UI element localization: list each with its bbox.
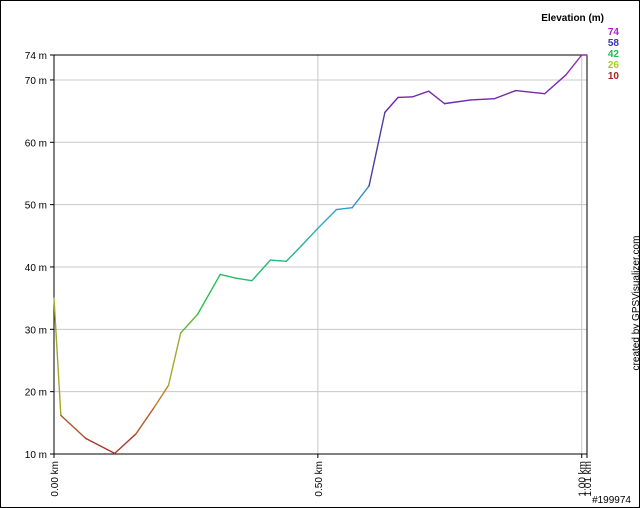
x-axis-ticks: 0.00 km 0.50 km 1.00 km1.01 km [50,454,594,497]
legend-entry: 74 [608,27,620,38]
elevation-segment [515,89,546,95]
x-tick-label: 0.50 km [314,461,325,497]
legend-entry: 10 [608,71,620,82]
x-tick-label: 0.00 km [50,461,61,497]
elevation-segment [565,54,583,76]
elevation-segment [493,89,517,100]
elevation-segment [397,96,414,99]
y-tick-label: 40 m [25,263,47,274]
y-tick-label: 74 m [25,51,47,62]
elevation-segment [167,332,182,387]
elevation-segment [179,313,199,334]
y-tick-label: 20 m [25,388,47,399]
elevation-segment [285,244,303,263]
watermark-text: #199974 [592,495,631,506]
plot-area-border [53,54,588,455]
elevation-segment [335,207,353,211]
elevation-segment [427,90,446,105]
legend-entry: 26 [608,60,620,71]
elevation-segment [544,74,567,95]
elevation-segment [235,277,253,282]
elevation-segment [84,437,116,455]
elevation-segment [135,406,155,435]
elevation-segment [60,414,87,440]
x-tick-label: 1.00 km [578,461,589,497]
elevation-segment [317,208,338,230]
x-tick-label: 1.01 km [583,461,594,497]
y-tick-label: 10 m [25,450,47,461]
elevation-segment [443,99,472,105]
y-tick-label: 50 m [25,201,47,212]
grid-layer [53,54,588,455]
y-tick-label: 60 m [25,138,47,149]
elevation-segment [219,273,237,279]
elevation-segment [153,384,170,408]
elevation-segment [470,97,496,101]
y-axis-ticks: 10 m 20 m 30 m 40 m 50 m 60 m 70 m 74 m [25,51,54,461]
elevation-segment [412,90,430,98]
elevation-segment [368,111,386,187]
elevation-segment [196,273,221,316]
y-tick-label: 30 m [25,325,47,336]
elevation-line [53,54,588,455]
legend-entry: 42 [608,49,620,60]
legend-entry: 58 [608,38,620,49]
credit-text: created by GPSVisualizer.com [631,236,639,371]
elevation-segment [384,96,399,114]
elevation-segment [53,297,62,417]
elevation-segment [351,185,370,209]
elevation-segment [113,433,137,455]
elevation-segment [251,259,272,282]
y-tick-label: 70 m [25,76,47,87]
elevation-segment [301,227,319,246]
elevation-segment [269,259,287,263]
legend-title: Elevation (m) [541,13,604,24]
